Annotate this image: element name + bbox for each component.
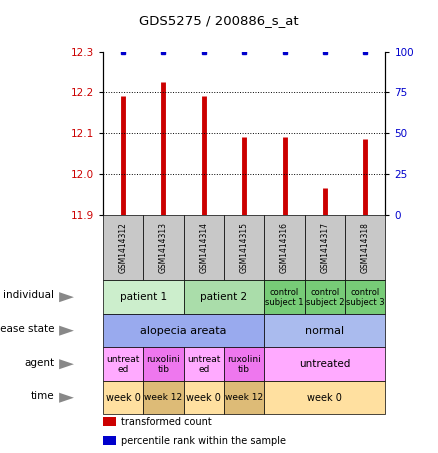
Bar: [224, 347, 265, 381]
Bar: [305, 280, 345, 314]
Polygon shape: [59, 326, 74, 336]
Text: GSM1414314: GSM1414314: [199, 222, 208, 273]
Text: ruxolini
tib: ruxolini tib: [227, 355, 261, 374]
Bar: [305, 215, 345, 280]
Bar: [265, 381, 385, 414]
Bar: [184, 280, 265, 314]
Bar: [143, 215, 184, 280]
Text: transformed count: transformed count: [121, 417, 212, 427]
Text: normal: normal: [305, 326, 344, 336]
Bar: [224, 215, 265, 280]
Bar: [103, 215, 143, 280]
Text: GSM1414317: GSM1414317: [321, 222, 329, 273]
Text: alopecia areata: alopecia areata: [141, 326, 227, 336]
Text: percentile rank within the sample: percentile rank within the sample: [121, 436, 286, 446]
Bar: [103, 347, 143, 381]
Bar: [265, 314, 385, 347]
Polygon shape: [59, 359, 74, 369]
Text: GSM1414312: GSM1414312: [119, 222, 127, 273]
Bar: [345, 215, 385, 280]
Text: week 12: week 12: [145, 393, 183, 402]
Bar: [265, 280, 305, 314]
Text: patient 2: patient 2: [201, 292, 247, 302]
Bar: [103, 436, 116, 445]
Polygon shape: [59, 393, 74, 403]
Bar: [224, 381, 265, 414]
Text: time: time: [31, 391, 54, 401]
Text: agent: agent: [24, 357, 54, 367]
Text: GDS5275 / 200886_s_at: GDS5275 / 200886_s_at: [139, 14, 299, 28]
Bar: [184, 215, 224, 280]
Text: week 12: week 12: [225, 393, 263, 402]
Bar: [265, 347, 385, 381]
Text: ruxolini
tib: ruxolini tib: [147, 355, 180, 374]
Text: GSM1414313: GSM1414313: [159, 222, 168, 273]
Bar: [103, 314, 265, 347]
Bar: [103, 381, 143, 414]
Bar: [265, 215, 305, 280]
Text: GSM1414315: GSM1414315: [240, 222, 249, 273]
Text: untreat
ed: untreat ed: [187, 355, 220, 374]
Text: week 0: week 0: [187, 393, 221, 403]
Bar: [103, 280, 184, 314]
Text: untreat
ed: untreat ed: [106, 355, 140, 374]
Text: GSM1414316: GSM1414316: [280, 222, 289, 273]
Text: patient 1: patient 1: [120, 292, 167, 302]
Bar: [184, 347, 224, 381]
Text: GSM1414318: GSM1414318: [361, 222, 370, 273]
Text: week 0: week 0: [106, 393, 141, 403]
Bar: [143, 347, 184, 381]
Text: control
subject 3: control subject 3: [346, 288, 385, 307]
Text: control
subject 2: control subject 2: [306, 288, 344, 307]
Polygon shape: [59, 292, 74, 302]
Text: disease state: disease state: [0, 324, 54, 334]
Bar: [143, 381, 184, 414]
Text: individual: individual: [3, 290, 54, 300]
Bar: [103, 417, 116, 426]
Text: control
subject 1: control subject 1: [265, 288, 304, 307]
Text: untreated: untreated: [299, 359, 350, 369]
Text: week 0: week 0: [307, 393, 343, 403]
Bar: [345, 280, 385, 314]
Bar: [184, 381, 224, 414]
